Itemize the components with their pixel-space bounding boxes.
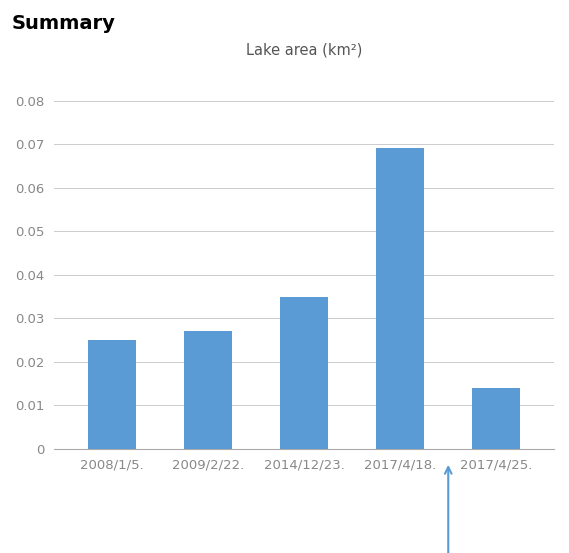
Title: Lake area (km²): Lake area (km²)	[246, 43, 362, 58]
Bar	[280, 296, 328, 449]
Bar	[88, 340, 136, 449]
Bar	[184, 331, 232, 449]
Text: 2017/4/20
Flood: 2017/4/20 Flood	[402, 467, 494, 553]
Bar	[376, 149, 424, 449]
Bar	[472, 388, 521, 449]
Text: Summary: Summary	[11, 14, 116, 33]
